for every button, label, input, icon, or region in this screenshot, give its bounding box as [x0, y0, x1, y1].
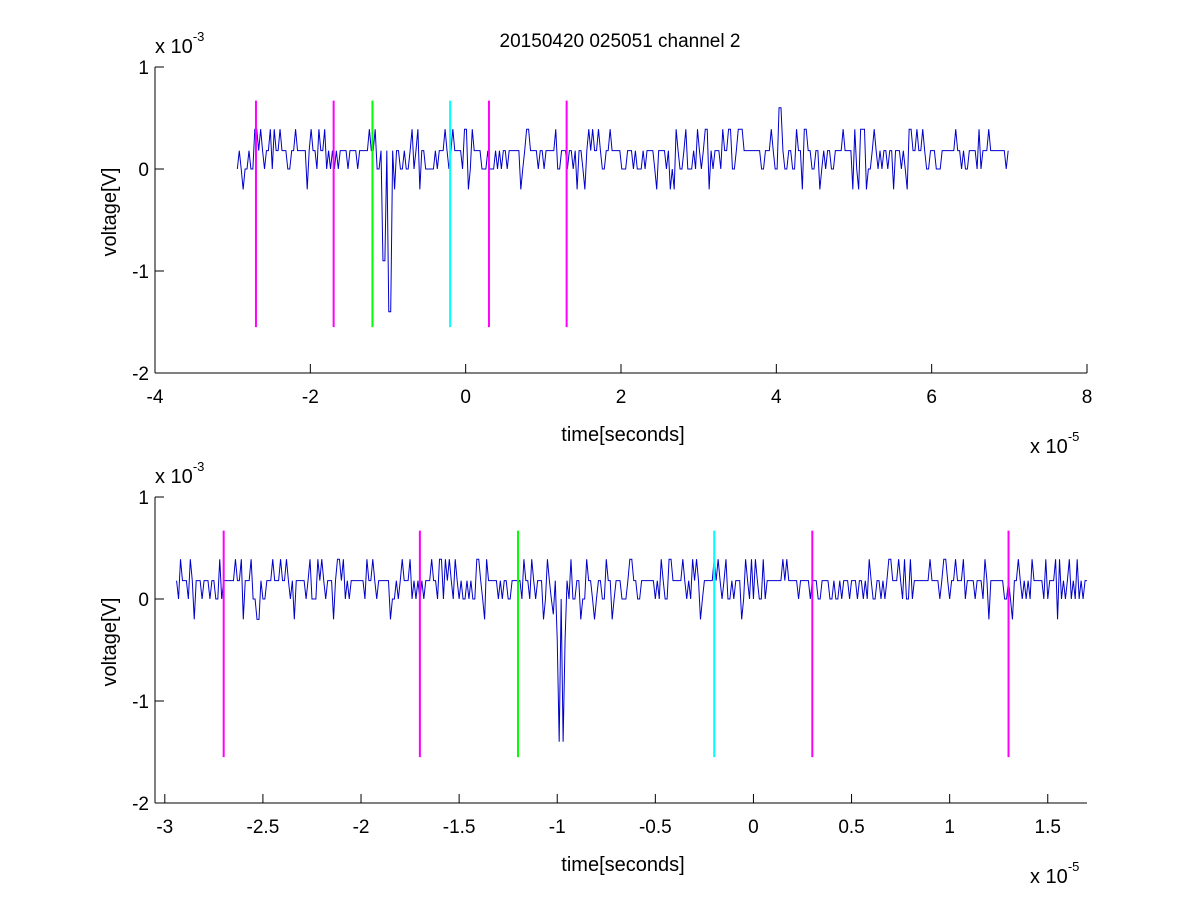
- y-tick-label: -2: [132, 794, 149, 815]
- x-tick-label: -2: [353, 817, 370, 838]
- y-tick-label: -2: [132, 364, 149, 385]
- y-axis-label: voltage[V]: [99, 168, 121, 257]
- bottom-panel: -3 -2.5 -2 -1.5 -1 -0.5 0 0.5 1 1.5 -2 -1 0 1 time[sec…: [99, 459, 1087, 888]
- y-tick-label: -1: [132, 692, 149, 713]
- y-axis-exponent: x 10-3: [155, 459, 204, 488]
- top-panel: -4 -2 0 2 4 6 8-2-101time[seconds]voltage[V]x …: [99, 29, 1092, 458]
- x-tick-label: -2: [302, 387, 319, 408]
- x-tick-label: -3: [156, 817, 173, 838]
- x-tick-label: 2: [616, 387, 627, 408]
- signal-trace-1: [236, 107, 1009, 313]
- y-tick-label: 0: [138, 160, 149, 181]
- x-axis-exponent: x 10-5: [1030, 859, 1079, 888]
- x-tick-label: -2.5: [247, 817, 280, 838]
- y-tick-label: 1: [138, 58, 149, 79]
- x-axis-label: time[seconds]: [561, 854, 684, 876]
- x-tick-label: 0: [460, 387, 471, 408]
- y-tick-label: 1: [138, 488, 149, 509]
- x-tick-label: 8: [1082, 387, 1093, 408]
- x-tick-label: -4: [147, 387, 164, 408]
- x-tick-label: 1: [944, 817, 955, 838]
- chart-title: 20150420 025051 channel 2: [500, 31, 741, 52]
- x-tick-label: -0.5: [639, 817, 672, 838]
- x-tick-label: 4: [771, 387, 782, 408]
- x-tick-label: -1: [549, 817, 566, 838]
- y-tick-label: -1: [132, 262, 149, 283]
- x-tick-label: 1.5: [1035, 817, 1061, 838]
- x-axis-exponent: x 10-5: [1030, 429, 1079, 458]
- x-tick-label: -1.5: [443, 817, 476, 838]
- signal-trace-1: [176, 558, 1087, 742]
- x-tick-label: 6: [926, 387, 937, 408]
- x-tick-label: 0: [748, 817, 759, 838]
- x-tick-label: 0.5: [838, 817, 864, 838]
- y-axis-exponent: x 10-3: [155, 29, 204, 58]
- y-axis-label: voltage[V]: [99, 598, 121, 687]
- y-tick-label: 0: [138, 590, 149, 611]
- x-axis-label: time[seconds]: [561, 424, 684, 446]
